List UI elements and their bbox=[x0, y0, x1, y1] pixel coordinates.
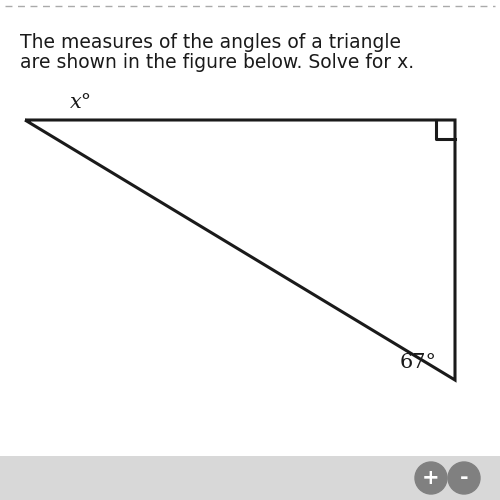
Circle shape bbox=[448, 462, 480, 494]
Circle shape bbox=[415, 462, 447, 494]
Text: The measures of the angles of a triangle: The measures of the angles of a triangle bbox=[20, 32, 401, 52]
Text: x°: x° bbox=[70, 94, 92, 112]
Bar bbox=[0, 456, 500, 500]
Text: are shown in the figure below. Solve for x.: are shown in the figure below. Solve for… bbox=[20, 52, 414, 72]
Text: -: - bbox=[460, 468, 468, 488]
Text: 67°: 67° bbox=[400, 352, 437, 372]
Text: +: + bbox=[422, 468, 440, 488]
